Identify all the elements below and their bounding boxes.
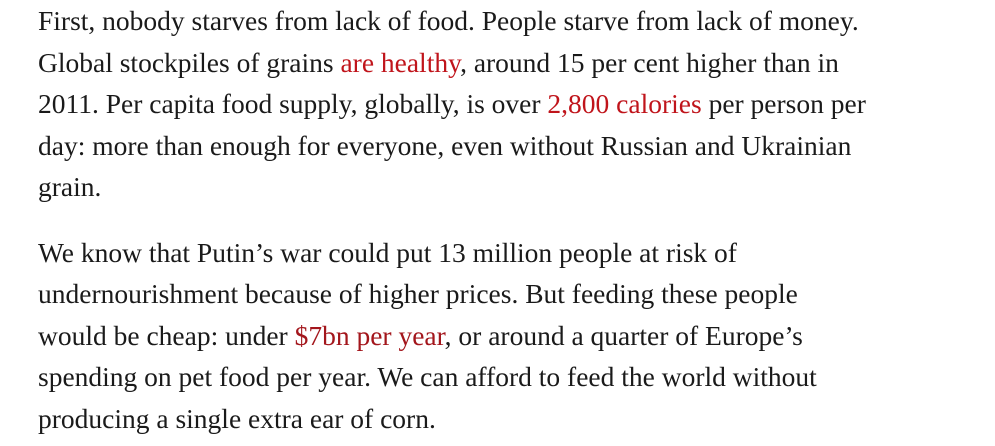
text-line: producing a single extra ear of corn. — [38, 402, 436, 434]
article-body: First, nobody starves from lack of food.… — [38, 0, 983, 439]
text-segment: Global stockpiles of grains — [38, 46, 341, 78]
text-line: undernourishment because of higher price… — [38, 278, 798, 309]
text-segment: , around 15 per cent higher than in — [460, 46, 839, 78]
text-line: spending on pet food per year. We can af… — [38, 361, 817, 392]
text-line: grain. — [38, 171, 102, 202]
text-line: First, nobody starves from lack of food.… — [38, 5, 859, 36]
link-2800-calories[interactable]: 2,800 calories — [547, 88, 702, 119]
paragraph-food-supply: First, nobody starves from lack of food.… — [38, 0, 983, 208]
text-line: We know that Putin’s war could put 13 mi… — [38, 236, 737, 268]
text-segment: per person per — [701, 88, 866, 119]
text-line: day: more than enough for everyone, even… — [38, 129, 852, 161]
text-line: would be cheap: under $7bn per year, or … — [38, 315, 983, 357]
link-are-healthy[interactable]: are healthy — [340, 46, 461, 78]
text-segment: would be cheap: under — [38, 319, 295, 351]
text-segment: 2011. Per capita food supply, globally, … — [38, 88, 548, 119]
text-segment: , or around a quarter of Europe’s — [444, 319, 803, 351]
link-7bn-per-year[interactable]: $7bn per year — [294, 319, 445, 351]
text-line: Global stockpiles of grains are healthy,… — [38, 42, 983, 84]
text-line: 2011. Per capita food supply, globally, … — [38, 83, 983, 125]
paragraph-cost-of-feeding: We know that Putin’s war could put 13 mi… — [38, 232, 983, 440]
